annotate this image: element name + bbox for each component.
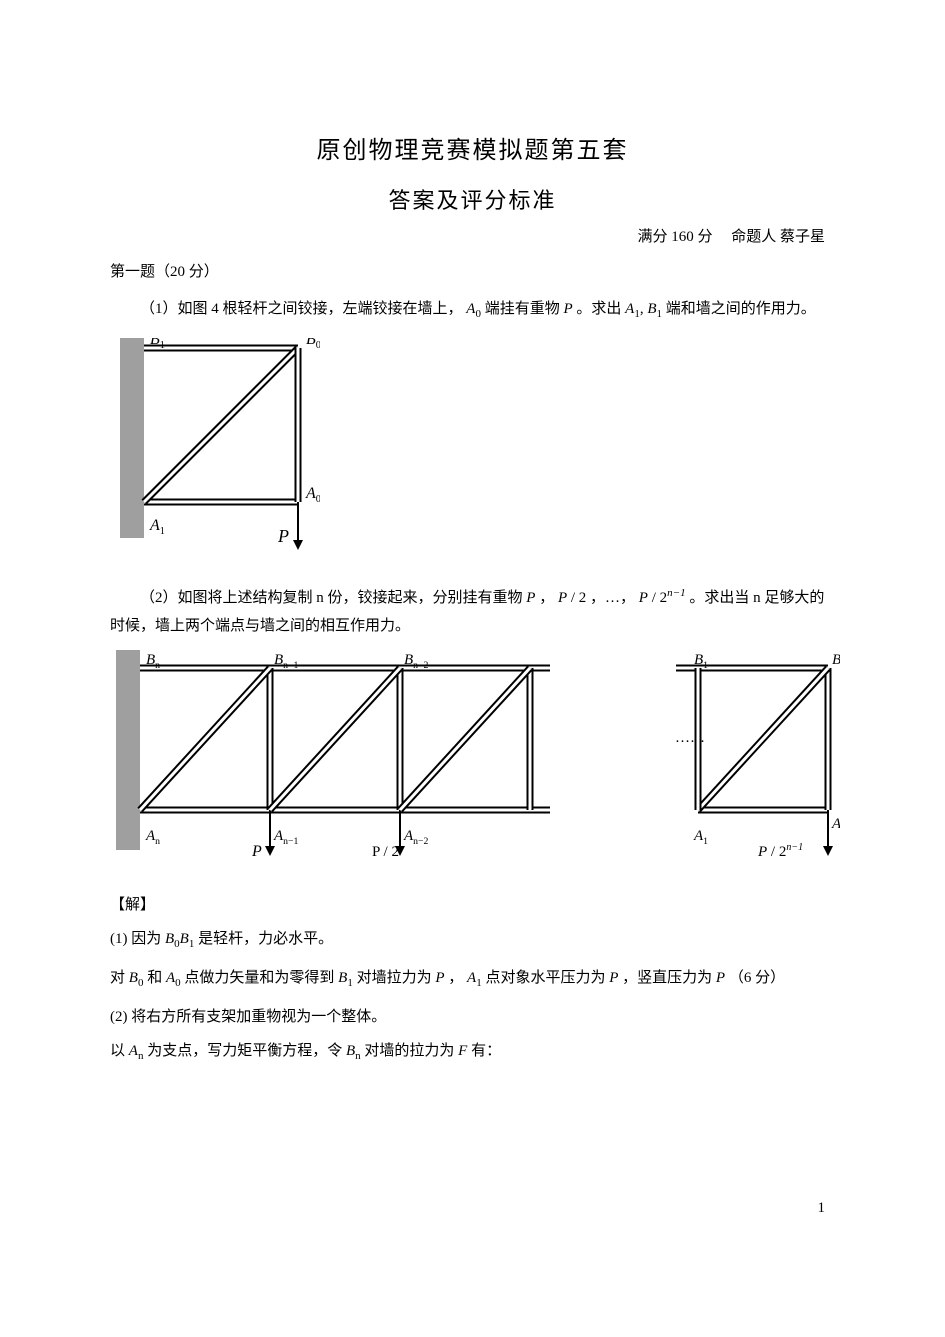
doc-title: 原创物理竞赛模拟题第五套 (110, 130, 835, 165)
svg-text:P: P (251, 843, 262, 860)
figure-1: B1B0A1A0P (110, 338, 835, 563)
doc-meta: 满分 160 分 命题人 蔡子星 (110, 225, 835, 246)
q1-part2-text: （2）如图将上述结构复制 n 份，铰接起来，分别挂有重物 P ， P / 2 ，… (110, 579, 835, 640)
svg-text:A1: A1 (693, 828, 708, 847)
solution-line-3: (2) 将右方所有支架加重物视为一个整体。 (110, 1003, 835, 1031)
svg-text:A0: A0 (831, 816, 840, 835)
solution-line-1: (1) 因为 B0B1 是轻杆，力必水平。 (110, 925, 835, 958)
svg-text:B0: B0 (306, 338, 320, 351)
q1-part1-text: （1）如图 4 根轻杆之间铰接，左端铰接在墙上， A0 端挂有重物 P 。求出 … (110, 295, 835, 328)
solution-line-2: 对 B0 和 A0 点做力矢量和为零得到 B1 对墙拉力为 P ， A1 点对象… (110, 964, 835, 997)
svg-text:An: An (145, 828, 160, 847)
svg-text:B0: B0 (832, 652, 840, 671)
svg-text:P / 2n−1: P / 2n−1 (757, 842, 803, 860)
figure-2: BnBn−1Bn−2AnAn−1An−2PP / 2……B1B0A1A0P / … (110, 650, 835, 875)
solution-line-4: 以 An 为支点，写力矩平衡方程，令 Bn 对墙的拉力为 F 有： (110, 1037, 835, 1070)
q1-heading: 第一题（20 分） (110, 260, 835, 281)
svg-text:A0: A0 (305, 485, 320, 505)
svg-text:An−2: An−2 (403, 828, 429, 847)
svg-text:P: P (277, 526, 289, 546)
meta-author: 命题人 蔡子星 (731, 229, 825, 245)
page-number: 1 (818, 1200, 826, 1217)
doc-subtitle: 答案及评分标准 (110, 183, 835, 215)
solution-head: 【解】 (110, 891, 835, 919)
svg-text:P / 2: P / 2 (372, 844, 399, 860)
meta-score: 满分 160 分 (637, 229, 712, 245)
svg-text:A1: A1 (149, 517, 165, 537)
svg-text:An−1: An−1 (273, 828, 299, 847)
